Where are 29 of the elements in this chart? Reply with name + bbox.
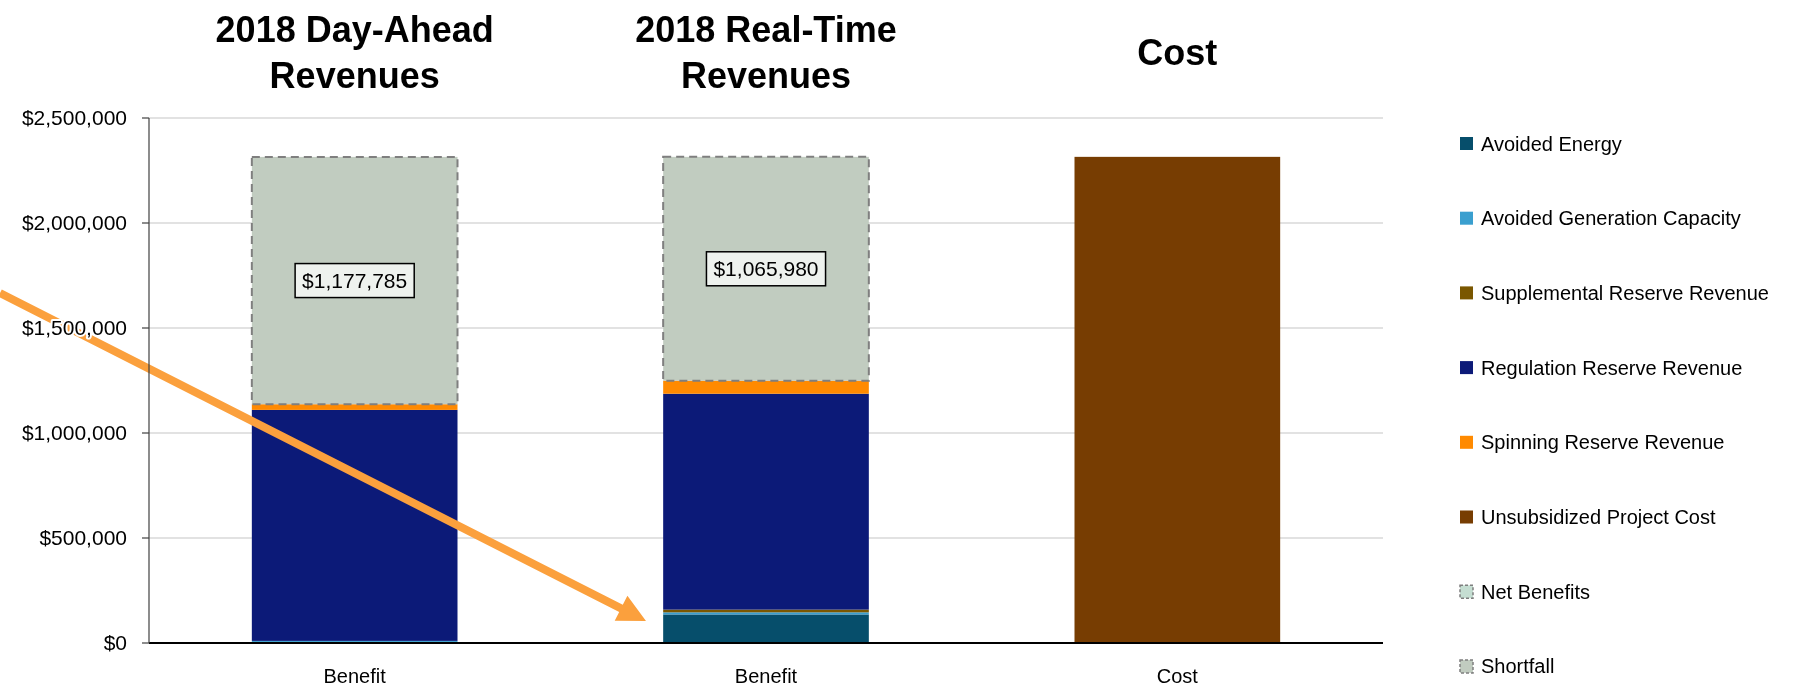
legend-label: Supplemental Reserve Revenue — [1481, 281, 1769, 304]
x-tick-label: Benefit — [734, 665, 798, 687]
y-tick-label: $2,500,000 — [21, 106, 127, 130]
bar — [663, 614, 869, 643]
legend-label: Shortfall — [1481, 655, 1555, 678]
x-tick-label: Benefit — [323, 665, 387, 687]
legend-label: Spinning Reserve Revenue — [1481, 431, 1725, 454]
y-tick-label: $0 — [103, 631, 127, 655]
data-label: $1,065,980 — [713, 257, 819, 281]
bar — [662, 155, 870, 382]
legend-label: Avoided Generation Capacity — [1481, 207, 1741, 230]
bar — [663, 393, 869, 610]
bar — [251, 404, 458, 410]
legend-label: Regulation Reserve Revenue — [1481, 356, 1743, 379]
legend-label: Unsubsidized Project Cost — [1481, 506, 1716, 528]
bar — [250, 155, 459, 406]
x-tick-label: Cost — [1156, 665, 1199, 687]
y-tick-label: $1,000,000 — [21, 421, 127, 445]
bar — [1074, 156, 1281, 643]
text: Cost — [1137, 31, 1218, 73]
data-label: $1,177,785 — [302, 268, 408, 292]
legend-label: Net Benefits — [1481, 580, 1590, 603]
text: 2018 Real-Time Revenues — [635, 8, 897, 96]
y-tick-label: $500,000 — [39, 526, 127, 550]
bar — [251, 409, 458, 641]
y-tick-label: $2,000,000 — [21, 211, 127, 235]
legend-label: Avoided Energy — [1481, 132, 1622, 155]
text: 2018 Day-Ahead Revenues — [215, 8, 494, 96]
bar — [663, 380, 869, 394]
